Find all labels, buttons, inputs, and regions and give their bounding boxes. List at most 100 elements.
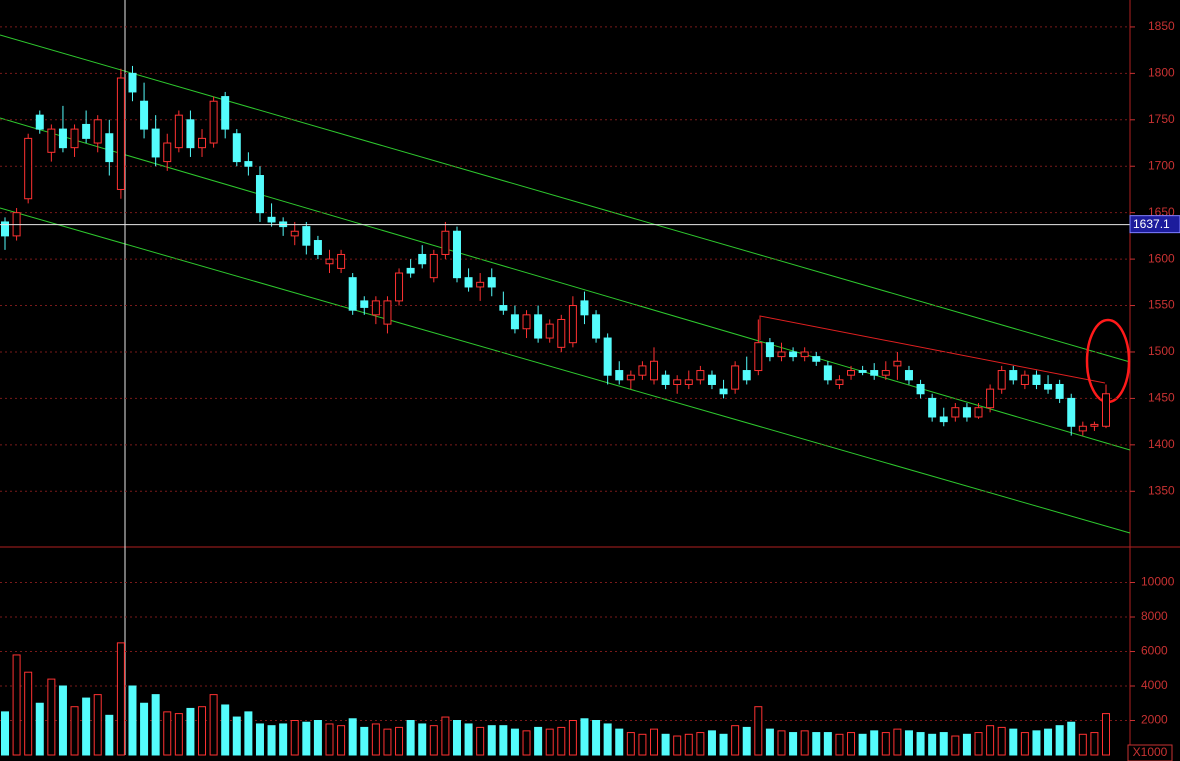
candle-body [847, 370, 856, 376]
volume-bar [684, 733, 693, 756]
volume-bar [360, 726, 369, 756]
y-tick-label: 1450 [1148, 391, 1175, 405]
candle-body [673, 379, 682, 385]
volume-bar [673, 735, 682, 756]
candle-body [650, 360, 659, 381]
candle-body [754, 342, 763, 372]
volume-bar [870, 730, 879, 756]
volume-bar [986, 725, 995, 756]
volume-bar [221, 704, 230, 756]
volume-bar [1032, 730, 1041, 756]
volume-bar [441, 716, 450, 756]
volume-bar [603, 723, 612, 756]
volume-bar [789, 732, 798, 756]
candle-body [116, 77, 125, 190]
volume-bar [255, 723, 264, 756]
volume-bar [35, 702, 44, 756]
volume-bar [1067, 721, 1076, 756]
volume-bar [395, 726, 404, 756]
candle-body [418, 253, 427, 265]
candle-body [371, 300, 380, 316]
candle-body [198, 137, 207, 149]
volume-bar [151, 694, 160, 756]
volume-bar [939, 732, 948, 756]
candle-body [58, 128, 67, 149]
volume-bar [997, 726, 1006, 756]
volume-bar [777, 730, 786, 756]
volume-bar [800, 730, 809, 756]
candle-body [452, 230, 461, 279]
channel-upper [0, 34, 1131, 363]
volume-bar [337, 725, 346, 756]
volume-bar [650, 728, 659, 756]
volume-bar [626, 732, 635, 756]
candle-body [429, 253, 438, 279]
candle-body [1009, 370, 1018, 381]
candle-body [70, 128, 79, 149]
candle-body [82, 123, 91, 139]
volume-tick-label: 10000 [1141, 575, 1175, 589]
candle-body [974, 407, 983, 418]
candle-body [962, 407, 971, 418]
candle-body [337, 253, 346, 269]
volume-bar [951, 735, 960, 756]
volume-bar [47, 678, 56, 756]
volume-bar [487, 725, 496, 756]
candle-body [731, 365, 740, 390]
candle-body [777, 351, 786, 358]
candle-body [522, 314, 531, 330]
candle-body [904, 370, 913, 381]
candle-body [510, 314, 519, 330]
y-tick-label: 1350 [1148, 483, 1175, 497]
candle-body [255, 175, 264, 214]
volume-bar [823, 732, 832, 756]
volume-bar [302, 721, 311, 756]
candle-body [1067, 397, 1076, 427]
volume-bar [638, 733, 647, 756]
volume-bar [140, 702, 149, 756]
crosshair-label: 1637.1 [1133, 217, 1170, 231]
volume-tick-label: 8000 [1141, 609, 1168, 623]
volume-bar [580, 718, 589, 756]
candle-body [1032, 374, 1041, 385]
candle-body [1020, 374, 1029, 385]
volume-bar [476, 726, 485, 756]
volume-bar [163, 711, 172, 756]
candle-body [105, 133, 114, 163]
volume-bar [534, 726, 543, 756]
volume-bar [522, 730, 531, 756]
candle-body [545, 323, 554, 339]
candle-body [580, 300, 589, 316]
candle-body [221, 96, 230, 130]
volume-bar [116, 642, 125, 756]
candle-body [47, 128, 56, 153]
candle-body [1, 221, 9, 237]
candle-body [93, 119, 102, 144]
volume-bar [244, 711, 253, 756]
candle-body [742, 370, 751, 381]
volume-bar [1009, 728, 1018, 756]
candle-body [1090, 423, 1099, 427]
volume-bar [198, 706, 207, 756]
volume-bar [719, 733, 728, 756]
volume-bar [464, 723, 473, 756]
candle-body [765, 342, 774, 358]
candle-body [638, 365, 647, 376]
y-tick-label: 1800 [1148, 66, 1175, 80]
candle-body [267, 216, 276, 223]
candle-body [290, 230, 299, 237]
candle-body [476, 281, 485, 288]
candle-body [35, 114, 44, 130]
volume-bar [557, 726, 566, 756]
volume-bar [754, 706, 763, 756]
candle-body [870, 370, 879, 376]
volume-bar [24, 671, 33, 756]
candle-body [707, 374, 716, 385]
volume-bar [105, 714, 114, 756]
volume-bar [812, 732, 821, 756]
volume-bar [661, 733, 670, 756]
volume-bar [1055, 725, 1064, 756]
volume-bar [93, 694, 102, 756]
volume-bar [893, 728, 902, 756]
candle-body [348, 277, 357, 311]
